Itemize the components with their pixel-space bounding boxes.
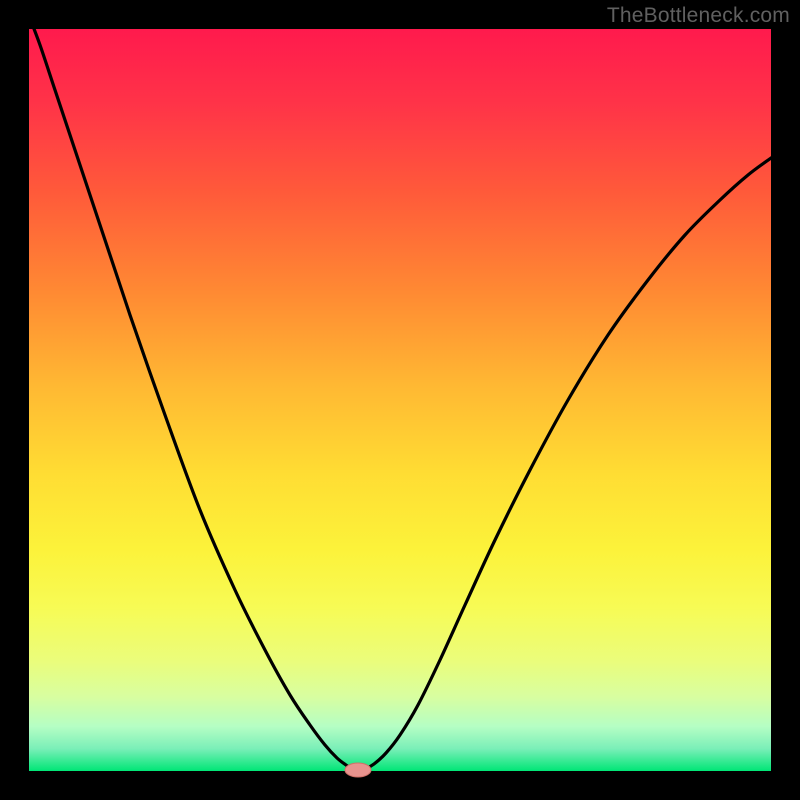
optimum-marker [345, 763, 371, 777]
watermark-text: TheBottleneck.com [607, 4, 790, 28]
bottleneck-chart [0, 0, 800, 800]
gradient-background [29, 29, 771, 771]
chart-container: TheBottleneck.com [0, 0, 800, 800]
